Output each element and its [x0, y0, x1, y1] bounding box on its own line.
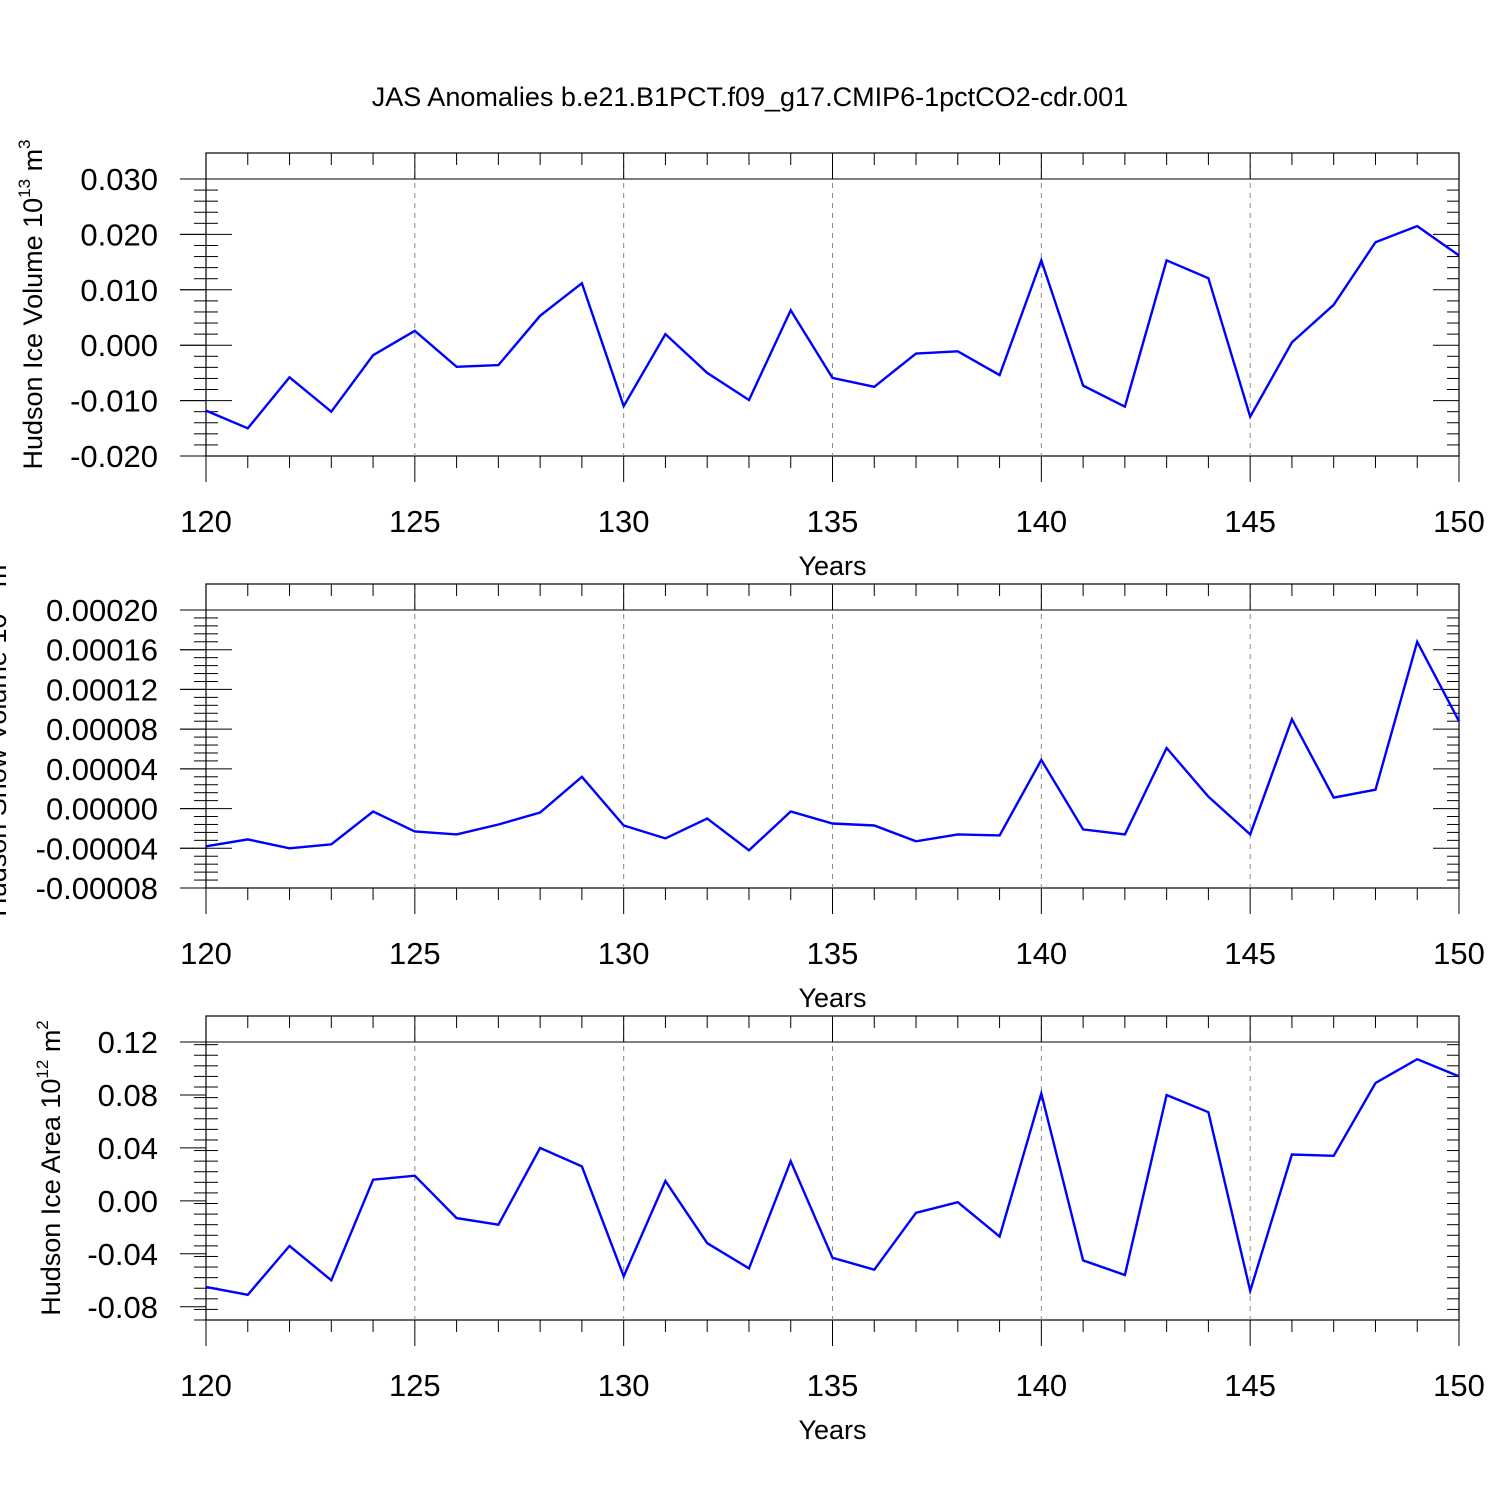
x-tick-label: 140	[1015, 936, 1067, 971]
y-tick-label: -0.020	[70, 439, 158, 474]
x-tick-label: 135	[807, 1368, 859, 1403]
x-axis-label: Years	[798, 983, 866, 1013]
x-tick-label: 130	[598, 1368, 650, 1403]
y-axis-label: Hudson Ice Volume 1013 m3	[15, 139, 48, 469]
x-tick-label: 125	[389, 936, 441, 971]
y-tick-label: 0.00000	[46, 792, 158, 827]
y-tick-label: 0.04	[98, 1131, 158, 1166]
y-axis-label: Hudson Snow Volume 1013 m3	[0, 555, 12, 917]
panel-2: 120 125 130 135 140 145 150 Years -0.00008 -0.000…	[0, 555, 1485, 1013]
y-tick-label: 0.00020	[46, 593, 158, 628]
y-tick-label: -0.00008	[36, 871, 158, 906]
x-tick-label: 135	[807, 504, 859, 539]
y-tick-label: 0.00008	[46, 712, 158, 747]
x-tick-label: 135	[807, 936, 859, 971]
y-tick-label: 0.00012	[46, 672, 158, 707]
x-tick-label: 120	[180, 936, 232, 971]
y-tick-label: 0.08	[98, 1078, 158, 1113]
panels: 120 125 130 135 140 145 150 Years -0.020 -0.010 0.…	[0, 139, 1485, 1445]
y-tick-label: 0.00004	[46, 752, 158, 787]
y-tick-label: 0.12	[98, 1025, 158, 1060]
y-tick-label: -0.08	[87, 1290, 158, 1325]
panel-3: 120 125 130 135 140 145 150 Years -0.08 -0.04 0.00…	[33, 1015, 1485, 1445]
y-tick-label: 0.030	[80, 162, 158, 197]
x-tick-label: 150	[1433, 504, 1485, 539]
x-tick-label: 150	[1433, 1368, 1485, 1403]
x-tick-label: 130	[598, 504, 650, 539]
x-tick-label: 120	[180, 1368, 232, 1403]
x-axis-label: Years	[798, 1415, 866, 1445]
y-tick-label: 0.010	[80, 273, 158, 308]
y-tick-label: 0.00	[98, 1184, 158, 1219]
x-tick-label: 125	[389, 1368, 441, 1403]
y-tick-label: 0.000	[80, 328, 158, 363]
x-tick-label: 140	[1015, 1368, 1067, 1403]
x-tick-label: 145	[1224, 1368, 1276, 1403]
x-tick-label: 150	[1433, 936, 1485, 971]
figure-title: JAS Anomalies b.e21.B1PCT.f09_g17.CMIP6-…	[372, 82, 1128, 112]
y-tick-label: 0.00016	[46, 633, 158, 668]
x-tick-label: 145	[1224, 936, 1276, 971]
x-axis-label: Years	[798, 551, 866, 581]
x-tick-label: 140	[1015, 504, 1067, 539]
x-tick-label: 145	[1224, 504, 1276, 539]
y-tick-label: -0.04	[87, 1237, 158, 1272]
x-tick-label: 130	[598, 936, 650, 971]
x-tick-label: 120	[180, 504, 232, 539]
y-tick-label: -0.00004	[36, 831, 158, 866]
x-tick-label: 125	[389, 504, 441, 539]
y-tick-label: -0.010	[70, 384, 158, 419]
y-axis-label: Hudson Ice Area 1012 m2	[33, 1020, 66, 1316]
panel-1: 120 125 130 135 140 145 150 Years -0.020 -0.010 0.…	[15, 139, 1485, 581]
y-tick-label: 0.020	[80, 217, 158, 252]
